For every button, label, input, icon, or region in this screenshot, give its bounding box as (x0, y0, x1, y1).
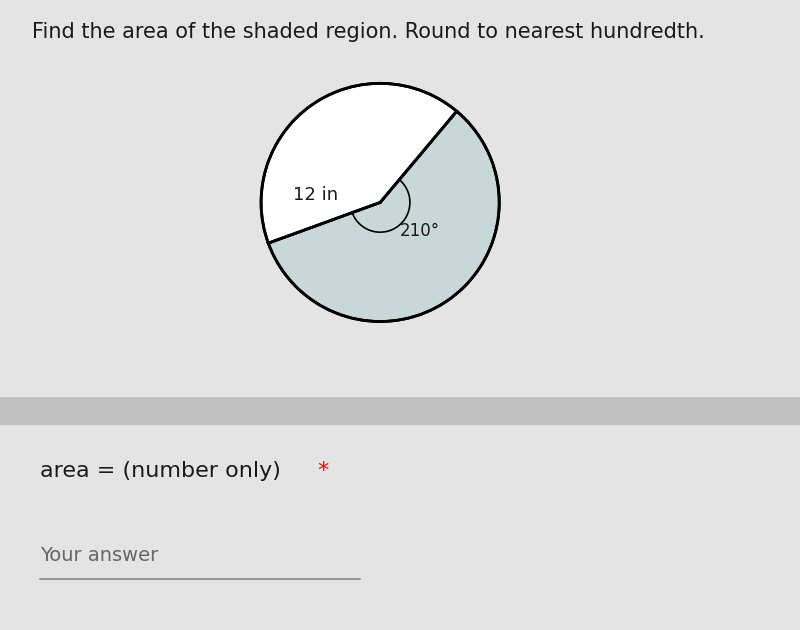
Wedge shape (268, 112, 499, 321)
Text: Your answer: Your answer (40, 546, 158, 565)
Text: Find the area of the shaded region. Round to nearest hundredth.: Find the area of the shaded region. Roun… (32, 21, 705, 42)
Text: area = (number only): area = (number only) (40, 462, 288, 481)
Text: *: * (318, 462, 329, 481)
Text: 12 in: 12 in (294, 186, 338, 204)
Wedge shape (261, 83, 457, 243)
Text: 210°: 210° (400, 222, 440, 240)
Bar (0, 397, 800, 425)
